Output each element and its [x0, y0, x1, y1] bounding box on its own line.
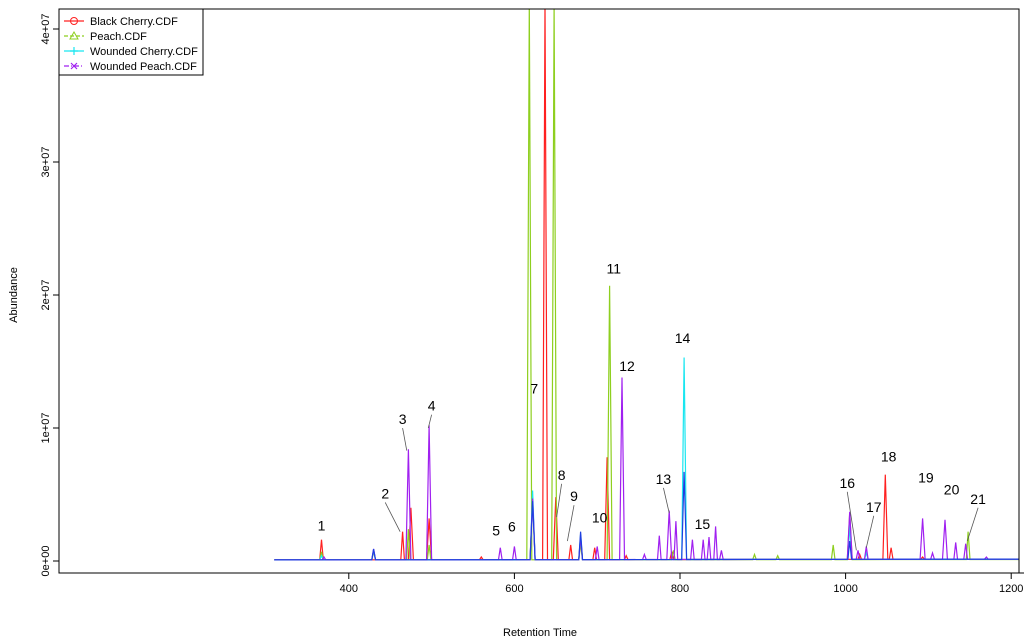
- peak-label-11: 11: [606, 261, 621, 277]
- peak-leader-line-13: [663, 487, 670, 514]
- peak-label-18: 18: [881, 448, 897, 464]
- x-tick-label: 1200: [999, 583, 1023, 595]
- legend-marker-triangle: [69, 30, 79, 40]
- peak-leader-line-21: [966, 507, 979, 542]
- peak-label-14: 14: [675, 330, 691, 346]
- y-tick-label: 4e+07: [40, 14, 52, 45]
- peak-label-10: 10: [592, 509, 608, 525]
- y-axis: 0e+00 1e+07 2e+07 3e+07 4e+07: [40, 14, 59, 577]
- peak-label-9: 9: [570, 488, 578, 504]
- peak-leader-line-2: [384, 502, 401, 532]
- peak-label-20: 20: [944, 482, 960, 498]
- x-axis: 400600800100012001400: [340, 572, 1024, 595]
- plot-frame: [58, 8, 1020, 574]
- series-line-wounded-cherry-cdf: [274, 357, 1019, 561]
- legend-marker-plus: [70, 47, 78, 55]
- peak-leader-line-4: [427, 414, 432, 429]
- x-tick-label: 600: [505, 583, 523, 595]
- x-tick-label: 800: [671, 583, 689, 595]
- series-line-black-cherry-cdf: [274, 9, 1019, 561]
- y-axis-title: Abundance: [8, 267, 20, 323]
- y-tick-label: 3e+07: [40, 147, 52, 178]
- legend-label-0: Black Cherry.CDF: [90, 16, 178, 28]
- y-tick-label: 2e+07: [40, 280, 52, 311]
- peak-label-21: 21: [970, 491, 986, 507]
- peak-label-1: 1: [318, 517, 326, 533]
- peak-label-13: 13: [656, 471, 672, 487]
- peak-leader-line-17: [865, 515, 875, 548]
- legend: Black Cherry.CDF Peach.CDF Wounded Cherry.…: [58, 8, 204, 76]
- series-line-peach-cdf: [274, 9, 1019, 561]
- peak-leader-line-8: [556, 483, 562, 518]
- peak-leader-line-3: [402, 427, 408, 451]
- legend-label-2: Wounded Cherry.CDF: [90, 46, 198, 58]
- peak-leader-line-9: [566, 505, 575, 542]
- peak-label-17: 17: [866, 499, 882, 515]
- peak-label-7: 7: [530, 380, 538, 396]
- peak-label-19: 19: [918, 470, 934, 486]
- legend-box: [58, 8, 204, 76]
- series-line-wounded-peach-cdf: [274, 377, 1019, 561]
- peak-label-8: 8: [558, 467, 566, 483]
- legend-marker-circle: [70, 17, 78, 25]
- peak-label-4: 4: [428, 398, 436, 414]
- peak-label-3: 3: [399, 411, 407, 427]
- legend-label-1: Peach.CDF: [90, 31, 147, 43]
- peak-leader-line-16: [846, 491, 857, 551]
- x-tick-label: 400: [340, 583, 358, 595]
- peak-label-5: 5: [492, 523, 500, 539]
- legend-label-3: Wounded Peach.CDF: [90, 61, 197, 73]
- x-tick-label: 1000: [833, 583, 857, 595]
- plot-area: [274, 9, 1019, 561]
- blue-trace-line: [274, 471, 1019, 561]
- peak-label-16: 16: [839, 475, 855, 491]
- y-tick-label: 1e+07: [40, 413, 52, 444]
- peak-label-15: 15: [695, 516, 711, 532]
- peak-label-2: 2: [381, 485, 389, 501]
- x-axis-title: Retention Time: [503, 627, 577, 639]
- legend-marker-x: [70, 62, 78, 70]
- y-tick-label: 0e+00: [40, 546, 52, 577]
- peak-label-6: 6: [508, 519, 516, 535]
- peak-label-12: 12: [619, 358, 635, 374]
